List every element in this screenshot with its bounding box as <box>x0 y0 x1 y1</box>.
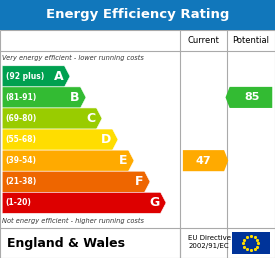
Bar <box>0 0 275 30</box>
Text: (55-68): (55-68) <box>6 135 37 144</box>
Text: 85: 85 <box>245 92 260 102</box>
Text: Current: Current <box>188 36 219 45</box>
Text: G: G <box>149 196 159 209</box>
Text: 47: 47 <box>196 156 211 166</box>
Text: (39-54): (39-54) <box>6 156 37 165</box>
Text: EU Directive
2002/91/EC: EU Directive 2002/91/EC <box>188 235 230 249</box>
Polygon shape <box>2 66 70 87</box>
Text: (21-38): (21-38) <box>6 177 37 186</box>
Text: Very energy efficient - lower running costs: Very energy efficient - lower running co… <box>2 55 144 61</box>
Text: A: A <box>53 70 63 83</box>
Text: E: E <box>119 154 127 167</box>
Text: B: B <box>70 91 79 104</box>
Polygon shape <box>2 129 118 150</box>
Text: (69-80): (69-80) <box>6 114 37 123</box>
Text: (92 plus): (92 plus) <box>6 72 44 81</box>
Text: (81-91): (81-91) <box>6 93 37 102</box>
Polygon shape <box>2 171 150 192</box>
Text: England & Wales: England & Wales <box>7 237 125 250</box>
Polygon shape <box>2 150 134 171</box>
Polygon shape <box>2 192 166 213</box>
Text: Not energy efficient - higher running costs: Not energy efficient - higher running co… <box>2 218 144 224</box>
Polygon shape <box>2 108 102 129</box>
Polygon shape <box>2 87 86 108</box>
Bar <box>0 30 275 258</box>
Text: D: D <box>101 133 111 146</box>
Polygon shape <box>226 87 272 108</box>
Text: Potential: Potential <box>232 36 270 45</box>
Polygon shape <box>183 150 228 171</box>
Text: (1-20): (1-20) <box>6 198 31 207</box>
Text: C: C <box>86 112 95 125</box>
Bar <box>232 232 270 254</box>
Text: F: F <box>135 175 143 188</box>
Text: Energy Efficiency Rating: Energy Efficiency Rating <box>46 8 229 21</box>
